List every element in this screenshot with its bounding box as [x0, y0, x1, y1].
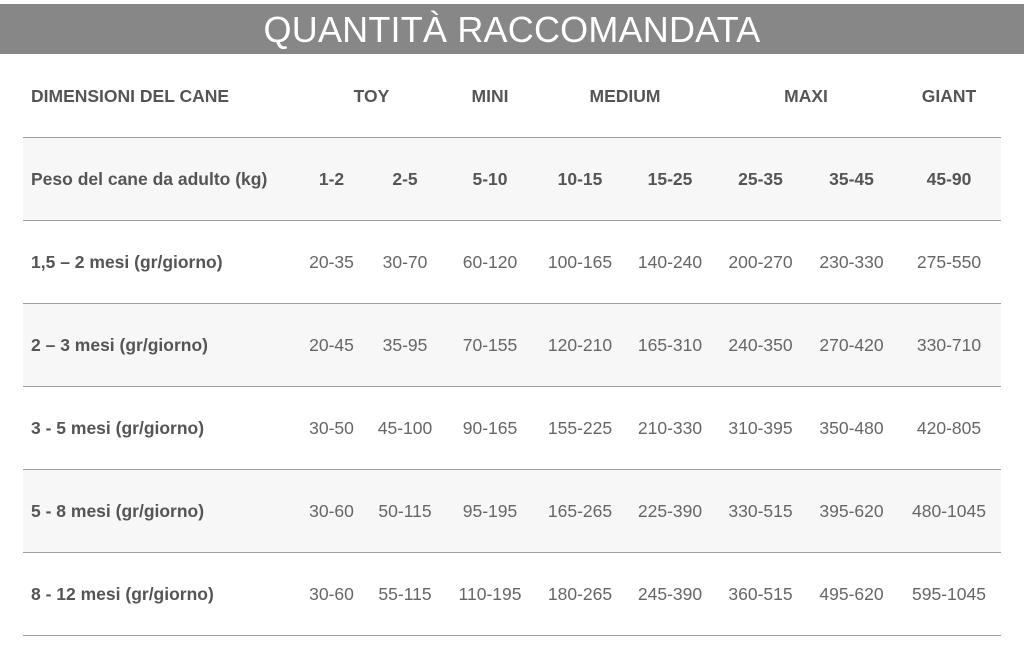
- page-title: QUANTITÀ RACCOMANDATA: [0, 4, 1024, 54]
- table-cell: 360-515: [715, 552, 807, 636]
- group-toy: TOY: [298, 55, 446, 138]
- table-cell: 420-805: [897, 386, 1002, 470]
- table-cell: 270-420: [806, 303, 898, 387]
- group-medium: MEDIUM: [535, 55, 716, 138]
- header-label: DIMENSIONI DEL CANE: [23, 55, 298, 138]
- table-cell: 110-195: [445, 552, 536, 636]
- table-row: 1,5 – 2 mesi (gr/giorno) 20-35 30-70 60-120…: [23, 220, 1002, 304]
- table-cell: 210-330: [625, 386, 716, 470]
- table-row: 3 - 5 mesi (gr/giorno) 30-50 45-100 90-165 1…: [23, 386, 1002, 470]
- table-cell: 100-165: [535, 220, 626, 304]
- weight-cell: 15-25: [625, 137, 716, 221]
- table-cell: 50-115: [365, 469, 446, 553]
- weight-row: Peso del cane da adulto (kg) 1-2 2-5 5-1…: [23, 137, 1002, 221]
- table-cell: 35-95: [365, 303, 446, 387]
- table-row: 2 – 3 mesi (gr/giorno) 20-45 35-95 70-155 12…: [23, 303, 1002, 387]
- table-cell: 495-620: [806, 552, 898, 636]
- weight-cell: 35-45: [806, 137, 898, 221]
- table-cell: 165-310: [625, 303, 716, 387]
- table-cell: 395-620: [806, 469, 898, 553]
- group-giant: GIANT: [897, 55, 1002, 138]
- table-cell: 200-270: [715, 220, 807, 304]
- table-cell: 90-165: [445, 386, 536, 470]
- weight-cell: 2-5: [365, 137, 446, 221]
- weight-cell: 1-2: [298, 137, 365, 221]
- header-row: DIMENSIONI DEL CANE TOY MINI MEDIUM MAXI…: [23, 55, 1002, 138]
- table-cell: 60-120: [445, 220, 536, 304]
- table-cell: 30-50: [298, 386, 365, 470]
- row-label: 1,5 – 2 mesi (gr/giorno): [23, 220, 298, 304]
- table-cell: 480-1045: [897, 469, 1002, 553]
- table-cell: 595-1045: [897, 552, 1002, 636]
- table-cell: 30-70: [365, 220, 446, 304]
- table-cell: 225-390: [625, 469, 716, 553]
- table-row: 5 - 8 mesi (gr/giorno) 30-60 50-115 95-195 1…: [23, 469, 1002, 553]
- table-cell: 20-45: [298, 303, 365, 387]
- table-cell: 165-265: [535, 469, 626, 553]
- table-cell: 240-350: [715, 303, 807, 387]
- group-mini: MINI: [445, 55, 536, 138]
- row-label: 2 – 3 mesi (gr/giorno): [23, 303, 298, 387]
- table-cell: 45-100: [365, 386, 446, 470]
- table-cell: 330-710: [897, 303, 1002, 387]
- group-maxi: MAXI: [715, 55, 898, 138]
- table-cell: 310-395: [715, 386, 807, 470]
- table-cell: 70-155: [445, 303, 536, 387]
- weight-cell: 10-15: [535, 137, 626, 221]
- weight-cell: 25-35: [715, 137, 807, 221]
- table-cell: 155-225: [535, 386, 626, 470]
- table-cell: 330-515: [715, 469, 807, 553]
- table-cell: 120-210: [535, 303, 626, 387]
- table-cell: 245-390: [625, 552, 716, 636]
- table-cell: 180-265: [535, 552, 626, 636]
- table-cell: 20-35: [298, 220, 365, 304]
- table-cell: 95-195: [445, 469, 536, 553]
- table-cell: 140-240: [625, 220, 716, 304]
- row-label: 3 - 5 mesi (gr/giorno): [23, 386, 298, 470]
- weight-cell: 5-10: [445, 137, 536, 221]
- row-label: 5 - 8 mesi (gr/giorno): [23, 469, 298, 553]
- weight-cell: 45-90: [897, 137, 1002, 221]
- table-cell: 30-60: [298, 552, 365, 636]
- table-cell: 30-60: [298, 469, 365, 553]
- table-cell: 55-115: [365, 552, 446, 636]
- table-cell: 350-480: [806, 386, 898, 470]
- table-cell: 230-330: [806, 220, 898, 304]
- feeding-table: DIMENSIONI DEL CANE TOY MINI MEDIUM MAXI…: [23, 55, 1002, 636]
- weight-label: Peso del cane da adulto (kg): [23, 137, 298, 221]
- table-row: 8 - 12 mesi (gr/giorno) 30-60 55-115 110-19…: [23, 552, 1002, 636]
- table-cell: 275-550: [897, 220, 1002, 304]
- row-label: 8 - 12 mesi (gr/giorno): [23, 552, 298, 636]
